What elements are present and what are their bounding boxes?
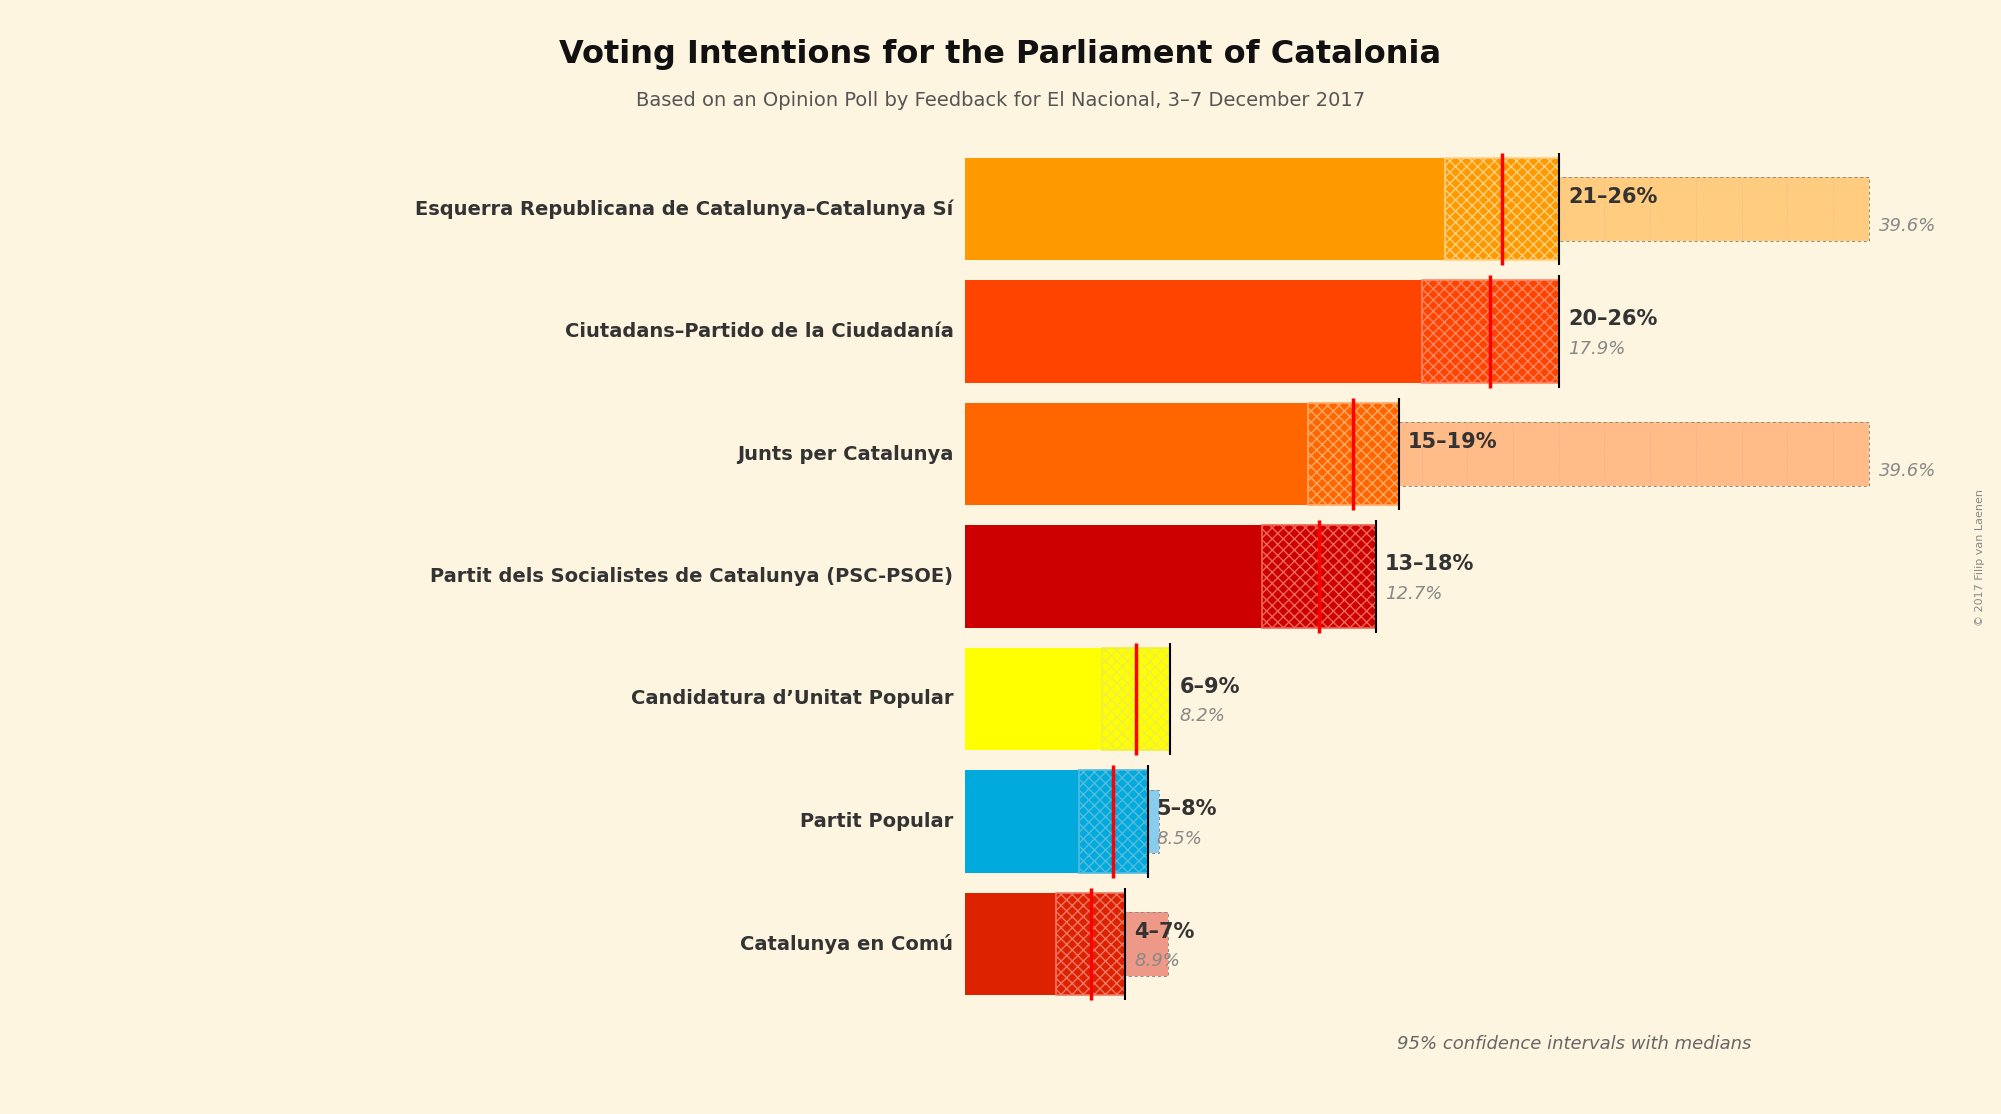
Text: Partit Popular: Partit Popular	[800, 812, 952, 831]
Bar	[964, 892, 1125, 996]
Text: 5–8%: 5–8%	[1157, 799, 1217, 819]
Bar	[964, 300, 1375, 363]
Bar	[964, 545, 1255, 608]
Text: Based on an Opinion Poll by Feedback for El Nacional, 3–7 December 2017: Based on an Opinion Poll by Feedback for…	[636, 91, 1365, 110]
Text: 4–7%: 4–7%	[1135, 921, 1195, 941]
Bar	[964, 422, 1869, 486]
Bar	[964, 525, 1377, 628]
Bar	[964, 280, 1559, 383]
Bar	[964, 422, 1869, 486]
Text: 20–26%: 20–26%	[1569, 310, 1657, 330]
Bar	[964, 545, 1255, 608]
Text: Junts per Catalunya: Junts per Catalunya	[736, 444, 952, 463]
Text: 13–18%: 13–18%	[1385, 555, 1475, 574]
Text: 8.2%: 8.2%	[1181, 707, 1225, 725]
Bar	[964, 912, 1169, 976]
Text: Partit dels Socialistes de Catalunya (PSC-PSOE): Partit dels Socialistes de Catalunya (PS…	[430, 567, 952, 586]
Bar	[1423, 280, 1559, 383]
Text: 12.7%: 12.7%	[1385, 585, 1443, 603]
Text: Candidatura d’Unitat Popular: Candidatura d’Unitat Popular	[630, 690, 952, 709]
Bar	[964, 790, 1159, 853]
Text: Ciutadans–Partido de la Ciudadanía: Ciutadans–Partido de la Ciudadanía	[564, 322, 952, 341]
Text: © 2017 Filip van Laenen: © 2017 Filip van Laenen	[1975, 489, 1985, 625]
Bar	[964, 667, 1153, 731]
Text: Voting Intentions for the Parliament of Catalonia: Voting Intentions for the Parliament of …	[560, 39, 1441, 70]
Text: 8.9%: 8.9%	[1135, 952, 1181, 970]
Text: 15–19%: 15–19%	[1409, 432, 1497, 452]
Bar	[1263, 525, 1377, 628]
Bar	[964, 177, 1869, 241]
Bar	[1307, 402, 1399, 506]
Bar	[964, 770, 1149, 873]
Bar	[1079, 770, 1149, 873]
Text: 39.6%: 39.6%	[1879, 217, 1937, 235]
Bar	[964, 402, 1399, 506]
Bar	[964, 157, 1559, 261]
Text: Catalunya en Comú: Catalunya en Comú	[740, 934, 952, 954]
Text: 17.9%: 17.9%	[1569, 340, 1625, 358]
Bar	[964, 667, 1153, 731]
Bar	[1103, 647, 1171, 751]
Bar	[1057, 892, 1125, 996]
Text: Esquerra Republicana de Catalunya–Catalunya Sí: Esquerra Republicana de Catalunya–Catalu…	[414, 199, 952, 218]
Bar	[964, 177, 1869, 241]
Bar	[964, 912, 1169, 976]
Bar	[1445, 157, 1559, 261]
Text: 8.5%: 8.5%	[1157, 830, 1203, 848]
Text: 21–26%: 21–26%	[1569, 187, 1657, 207]
Text: 39.6%: 39.6%	[1879, 462, 1937, 480]
Text: 6–9%: 6–9%	[1181, 676, 1241, 696]
Bar	[964, 647, 1171, 751]
Bar	[964, 300, 1375, 363]
Bar	[964, 790, 1159, 853]
Text: 95% confidence intervals with medians: 95% confidence intervals with medians	[1397, 1035, 1751, 1053]
